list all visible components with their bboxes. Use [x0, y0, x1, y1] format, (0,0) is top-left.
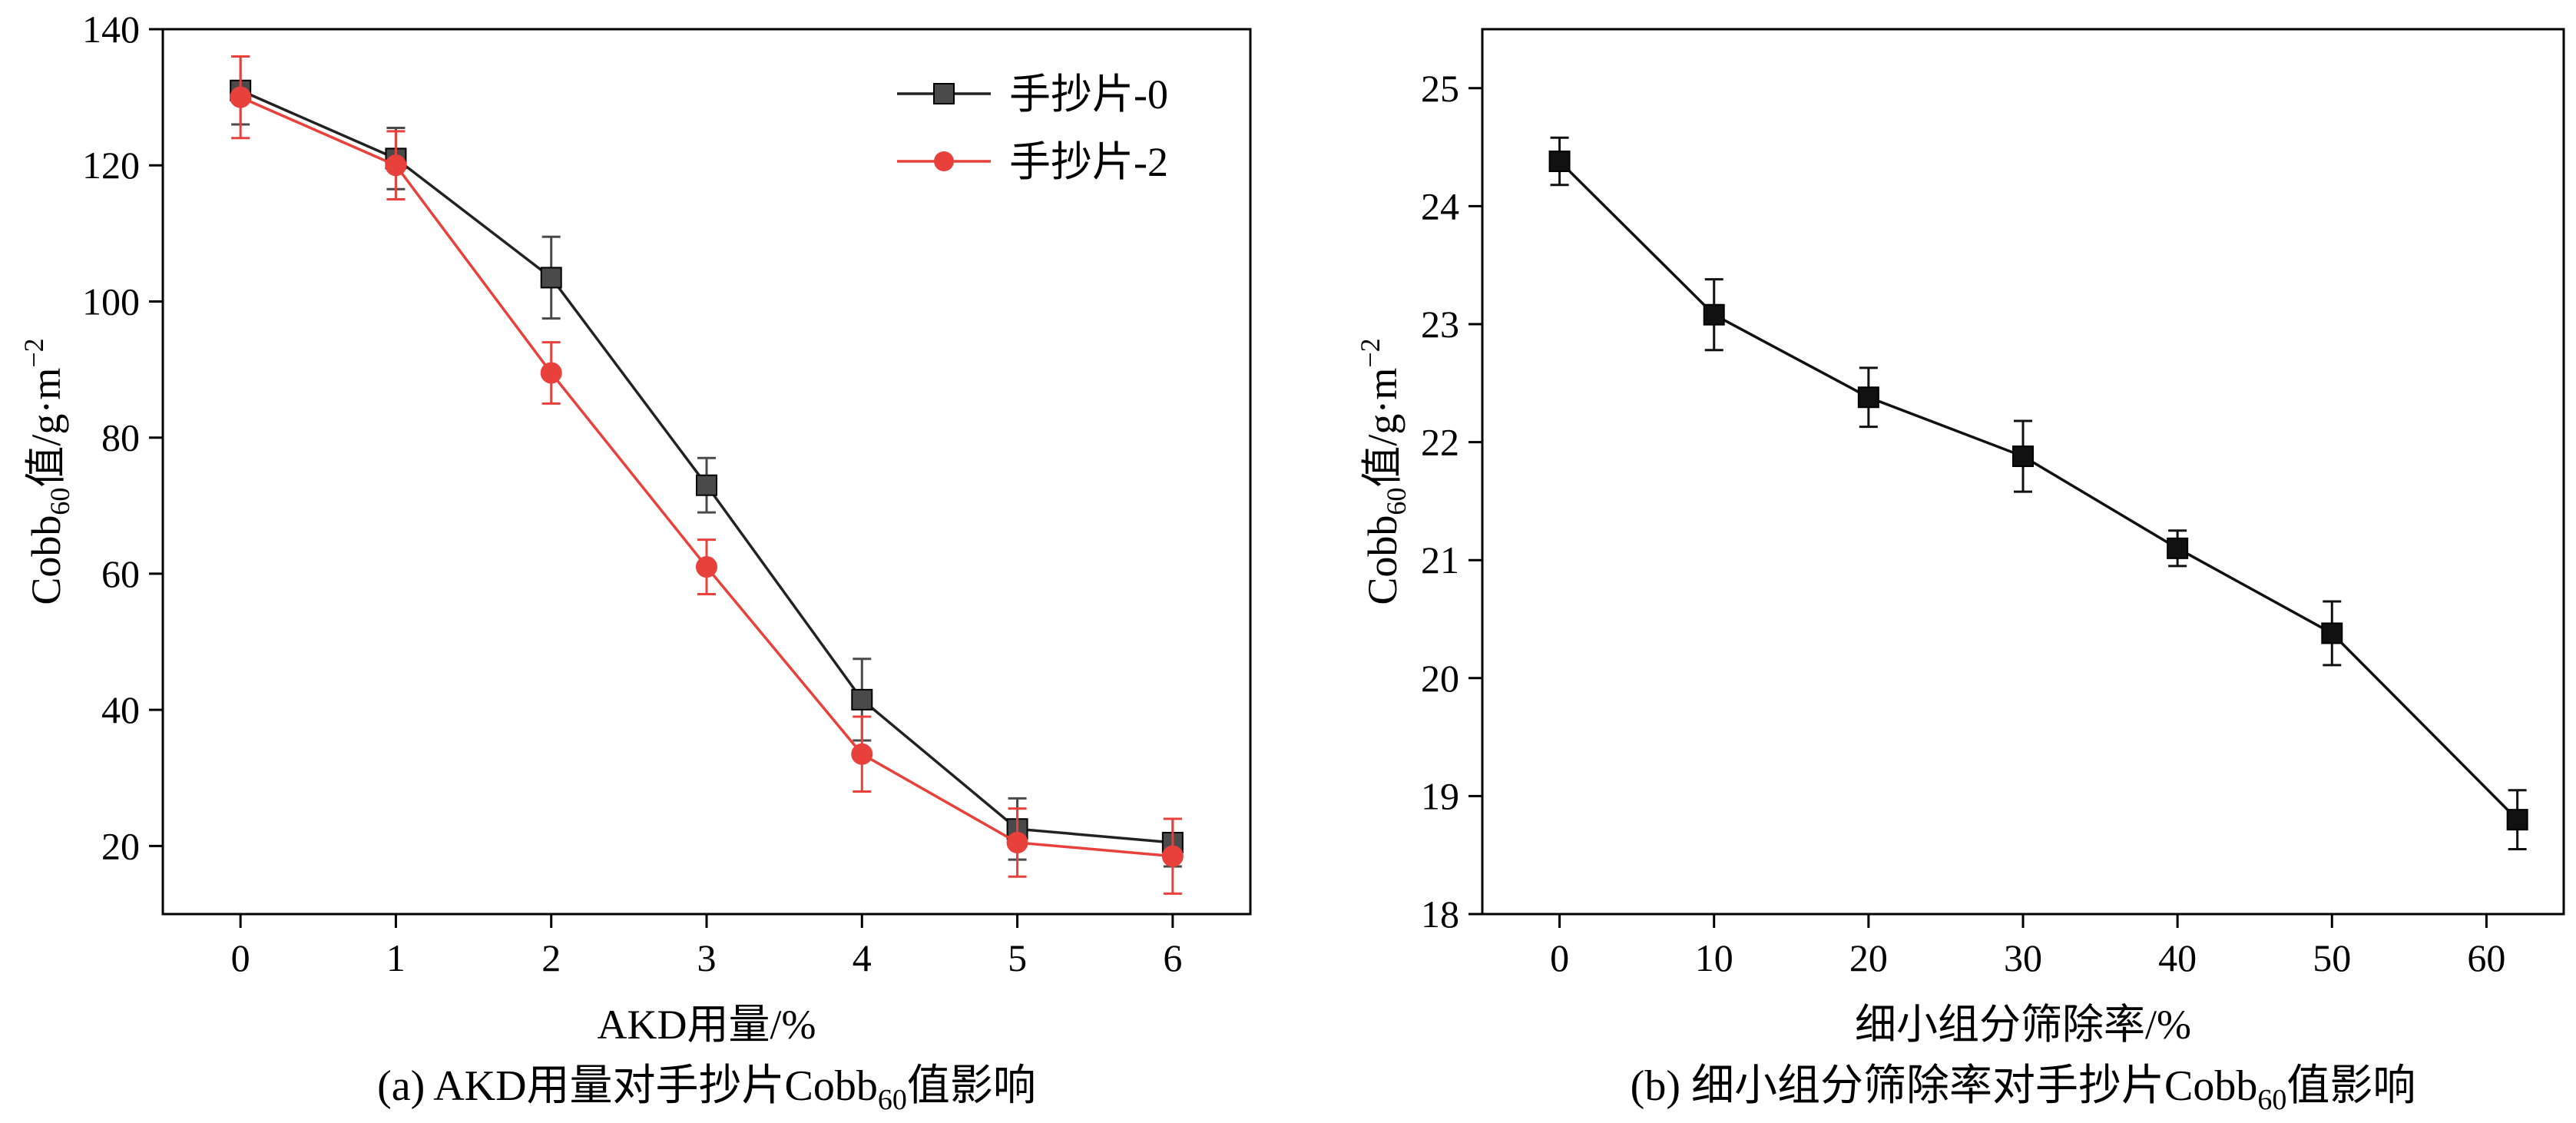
data-point: [1857, 386, 1879, 409]
panel-caption: (a) AKD用量对手抄片Cobb60值影响: [377, 1062, 1036, 1116]
legend-marker: [933, 83, 955, 104]
data-point: [1703, 303, 1725, 326]
x-tick-label: 3: [697, 936, 717, 979]
chart-panel-1: 0 1 2 3 4 5 620406080100120140AKD用量/%Cobb60值/g…: [18, 8, 1252, 1116]
y-tick-label: 25: [1421, 67, 1459, 110]
y-tick-label: 80: [101, 416, 140, 459]
panel-caption: (b) 细小组分筛除率对手抄片Cobb60值影响: [1631, 1062, 2416, 1116]
data-point: [230, 86, 252, 108]
y-tick-label: 19: [1421, 774, 1459, 817]
caption-main: (a) AKD用量对手抄片Cobb: [377, 1062, 878, 1110]
y-axis-title-sup: −2: [1355, 338, 1386, 367]
data-point: [696, 474, 717, 496]
caption-rest: 值影响: [2286, 1062, 2415, 1110]
x-tick-label: 5: [1008, 936, 1027, 979]
legend-marker: [934, 151, 954, 171]
series-line: [1558, 160, 2518, 821]
caption-rest: 值影响: [907, 1062, 1036, 1110]
x-axis-title: 细小组分筛除率/%: [1855, 1002, 2191, 1048]
legend: 手抄片-0 手抄片-2: [897, 71, 1168, 185]
x-axis-title: AKD用量/%: [598, 1002, 816, 1048]
x-tick-label: 6: [1163, 936, 1182, 979]
y-axis-title-rest: 值/g·m: [1359, 368, 1406, 488]
data-point: [2167, 537, 2189, 559]
y-axis-title: Cobb60值/g·m−2: [18, 338, 75, 605]
y-axis-title-sub: 60: [45, 488, 75, 515]
y-tick-label: 120: [82, 144, 140, 187]
data-point: [851, 688, 873, 711]
x-tick-label: 20: [1849, 936, 1888, 979]
y-axis-title-sub: 60: [1381, 488, 1412, 515]
chart-panel-2: 0 10 20 30 40 50 60 18 19 20 21 22 23 24 25 细小组分筛除率/% Co…: [1355, 28, 2565, 1116]
y-axis-title-rest: 值/g·m: [23, 368, 69, 488]
data-point: [1161, 845, 1184, 867]
data-point: [1006, 831, 1028, 853]
y-tick-label: 18: [1421, 893, 1459, 936]
y-tick-label: 24: [1421, 184, 1459, 227]
y-tick-label: 20: [101, 824, 140, 867]
data-point: [2321, 622, 2343, 644]
data-point: [851, 743, 873, 765]
y-tick-label: 100: [82, 280, 140, 323]
y-axis-title: Cobb60值/g·m−2: [1355, 338, 1412, 605]
y-axis-title-main: Cobb: [1359, 515, 1406, 605]
data-point: [385, 154, 407, 177]
caption-main: (b) 细小组分筛除率对手抄片Cobb: [1631, 1062, 2258, 1110]
caption-sub: 60: [2257, 1084, 2286, 1116]
y-tick-label: 140: [82, 8, 140, 51]
x-tick-label: 40: [2158, 936, 2197, 979]
x-tick-label: 0: [231, 936, 250, 979]
y-tick-label: 20: [1421, 657, 1459, 700]
x-tick-label: 1: [386, 936, 406, 979]
y-tick-label: 22: [1421, 421, 1459, 464]
y-axis-title-main: Cobb: [23, 515, 69, 605]
y-tick-label: 60: [101, 552, 140, 595]
y-tick-label: 21: [1421, 538, 1459, 581]
y-axis-title-sup: −2: [18, 338, 49, 367]
y-tick-label: 23: [1421, 303, 1459, 346]
series-1: [1548, 136, 2528, 851]
x-tick-label: 60: [2467, 936, 2505, 979]
series-2: [230, 55, 1184, 895]
legend-label: 手抄片-2: [1009, 139, 1168, 185]
x-tick-label: 4: [853, 936, 872, 979]
x-tick-label: 30: [2004, 936, 2042, 979]
data-point: [696, 556, 717, 578]
legend-label: 手抄片-0: [1009, 71, 1168, 118]
caption-sub: 60: [878, 1084, 907, 1116]
data-point: [540, 362, 562, 384]
data-point: [2012, 446, 2034, 468]
x-tick-label: 0: [1550, 936, 1569, 979]
data-point: [2506, 809, 2528, 831]
data-point: [1548, 151, 1571, 173]
y-tick-label: 40: [101, 688, 140, 731]
x-tick-label: 50: [2313, 936, 2351, 979]
x-tick-label: 10: [1695, 936, 1733, 979]
x-tick-label: 2: [541, 936, 561, 979]
data-point: [540, 267, 562, 289]
